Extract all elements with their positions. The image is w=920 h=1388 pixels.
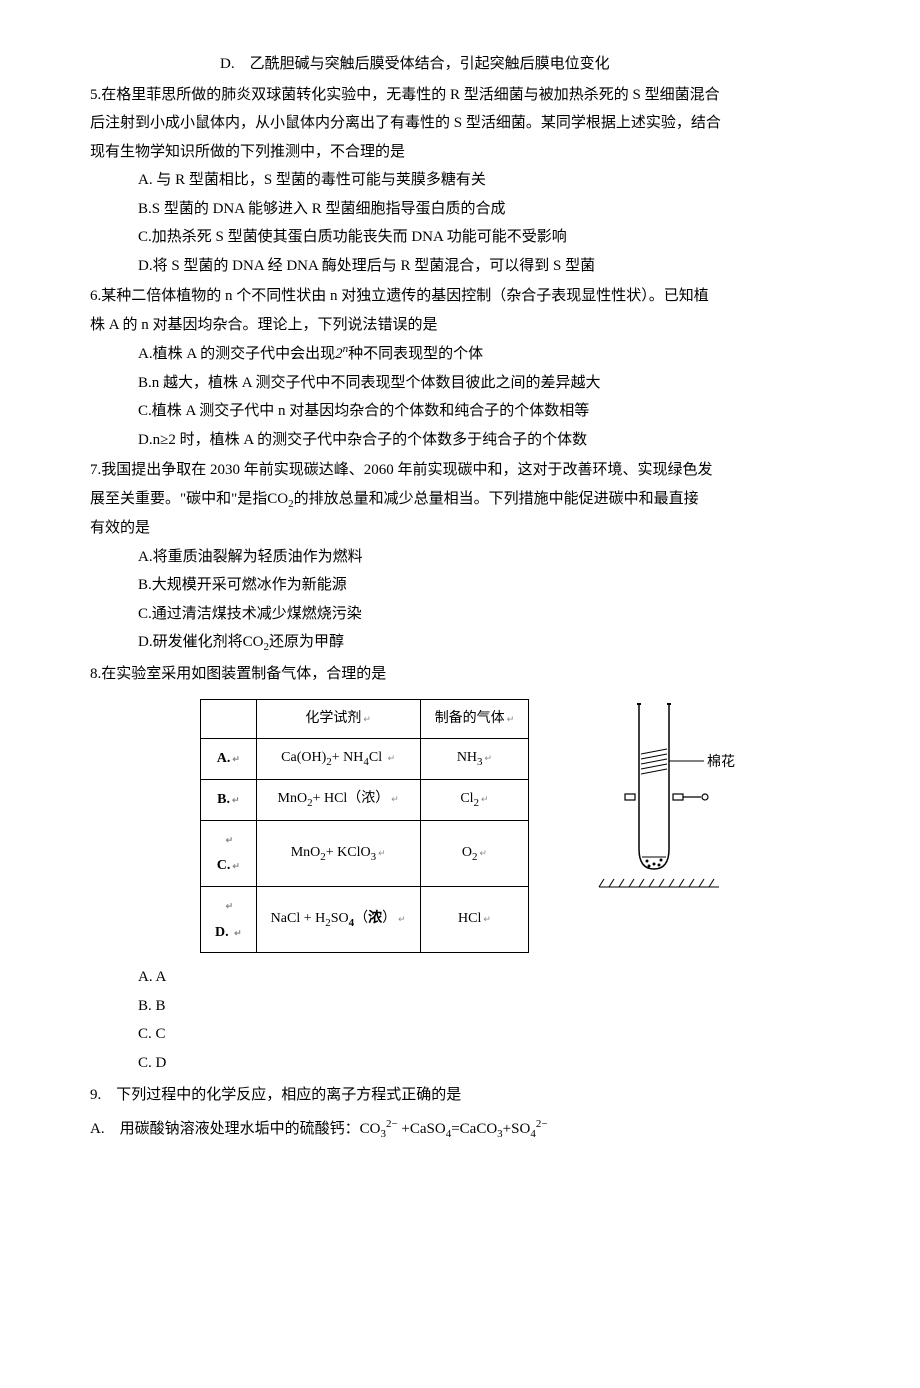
q8-option-a: A. A bbox=[90, 963, 830, 992]
q5-option-d: D.将 S 型菌的 DNA 经 DNA 酶处理后与 R 型菌混合，可以得到 S … bbox=[90, 252, 830, 281]
q7-s2-pre: 展至关重要。"碳中和"是指 bbox=[90, 491, 267, 507]
q5-stem-line3: 现有生物学知识所做的下列推测中，不合理的是 bbox=[90, 138, 830, 167]
question-8: 8.在实验室采用如图装置制备气体，合理的是 化学试剂↵ 制备的气体↵ A.↵ C… bbox=[90, 660, 830, 1077]
header-blank bbox=[201, 699, 257, 739]
cotton-label: 棉花 bbox=[707, 753, 735, 770]
table-row: A.↵ Ca(OH)2+ NH4Cl ↵ NH3↵ bbox=[201, 739, 529, 780]
q6-option-c: C.植株 A 测交子代中 n 对基因均杂合的个体数和纯合子的个体数相等 bbox=[90, 397, 830, 426]
row-label-d: ↵D. ↵ bbox=[201, 886, 257, 952]
header-gas: 制备的气体↵ bbox=[420, 699, 529, 739]
q7-d-co2: CO bbox=[243, 634, 264, 650]
q7-option-b: B.大规模开采可燃冰作为新能源 bbox=[90, 571, 830, 600]
q8-option-c: C. C bbox=[90, 1020, 830, 1049]
q5-stem-line1: 5.在格里菲思所做的肺炎双球菌转化实验中，无毒性的 R 型活细菌与被加热杀死的 … bbox=[90, 81, 830, 110]
question-6: 6.某种二倍体植物的 n 个不同性状由 n 对独立遗传的基因控制（杂合子表现显性… bbox=[90, 282, 830, 454]
q6-a-pre: A.植株 A 的测交子代中会出现 bbox=[138, 346, 335, 362]
q7-s2-co2: CO bbox=[267, 491, 288, 507]
q5-option-a: A. 与 R 型菌相比，S 型菌的毒性可能与荚膜多糖有关 bbox=[90, 166, 830, 195]
q8-table-and-figure: 化学试剂↵ 制备的气体↵ A.↵ Ca(OH)2+ NH4Cl ↵ NH3↵ B… bbox=[200, 699, 830, 953]
question-5: 5.在格里菲思所做的肺炎双球菌转化实验中，无毒性的 R 型活细菌与被加热杀死的 … bbox=[90, 81, 830, 281]
question-7: 7.我国提出争取在 2030 年前实现碳达峰、2060 年前实现碳中和，这对于改… bbox=[90, 456, 830, 658]
row-c-gas: O2↵ bbox=[420, 820, 529, 886]
table-header-row: 化学试剂↵ 制备的气体↵ bbox=[201, 699, 529, 739]
q8-option-b: B. B bbox=[90, 992, 830, 1021]
q7-option-c: C.通过清洁煤技术减少煤燃烧污染 bbox=[90, 600, 830, 629]
q6-stem-line1: 6.某种二倍体植物的 n 个不同性状由 n 对独立遗传的基因控制（杂合子表现显性… bbox=[90, 282, 830, 311]
q6-a-base: 2 bbox=[335, 346, 343, 362]
row-b-gas: Cl2↵ bbox=[420, 780, 529, 821]
q8-stem: 8.在实验室采用如图装置制备气体，合理的是 bbox=[90, 660, 830, 689]
row-label-a: A.↵ bbox=[201, 739, 257, 780]
row-d-gas: HCl↵ bbox=[420, 886, 529, 952]
row-a-gas: NH3↵ bbox=[420, 739, 529, 780]
q4-option-d: D. 乙酰胆碱与突触后膜受体结合，引起突触后膜电位变化 bbox=[90, 50, 830, 79]
q7-option-d: D.研发催化剂将CO2还原为甲醇 bbox=[90, 628, 830, 658]
q7-d-pre: D.研发催化剂将 bbox=[138, 634, 243, 650]
q9-option-a: A. 用碳酸钠溶液处理水垢中的硫酸钙：CO32− +CaSO4=CaCO3+SO… bbox=[90, 1114, 830, 1145]
table-row: B.↵ MnO2+ HCl（浓）↵ Cl2↵ bbox=[201, 780, 529, 821]
apparatus-diagram: 棉花 bbox=[589, 699, 769, 899]
q9-stem: 9. 下列过程中的化学反应，相应的离子方程式正确的是 bbox=[90, 1081, 830, 1110]
q7-stem-line1: 7.我国提出争取在 2030 年前实现碳达峰、2060 年前实现碳中和，这对于改… bbox=[90, 456, 830, 485]
q6-option-b: B.n 越大，植株 A 测交子代中不同表现型个体数目彼此之间的差异越大 bbox=[90, 369, 830, 398]
q7-option-a: A.将重质油裂解为轻质油作为燃料 bbox=[90, 543, 830, 572]
q6-stem-line2: 株 A 的 n 对基因均杂合。理论上，下列说法错误的是 bbox=[90, 311, 830, 340]
q6-option-a: A.植株 A 的测交子代中会出现2n种不同表现型的个体 bbox=[90, 339, 830, 369]
question-9: 9. 下列过程中的化学反应，相应的离子方程式正确的是 A. 用碳酸钠溶液处理水垢… bbox=[90, 1081, 830, 1144]
q7-stem-line3: 有效的是 bbox=[90, 514, 830, 543]
q5-option-b: B.S 型菌的 DNA 能够进入 R 型菌细胞指导蛋白质的合成 bbox=[90, 195, 830, 224]
row-label-b: B.↵ bbox=[201, 780, 257, 821]
q7-s2-post: 的排放总量和减少总量相当。下列措施中能促进碳中和最直接 bbox=[294, 491, 699, 507]
row-a-reagent: Ca(OH)2+ NH4Cl ↵ bbox=[256, 739, 420, 780]
q7-d-post: 还原为甲醇 bbox=[269, 634, 344, 650]
q9-a-formula: CO32− +CaSO4=CaCO3+SO42− bbox=[360, 1121, 548, 1137]
q6-option-d: D.n≥2 时，植株 A 的测交子代中杂合子的个体数多于纯合子的个体数 bbox=[90, 426, 830, 455]
table-row: ↵D. ↵ NaCl + H2SO4（浓）↵ HCl↵ bbox=[201, 886, 529, 952]
q8-reagent-table: 化学试剂↵ 制备的气体↵ A.↵ Ca(OH)2+ NH4Cl ↵ NH3↵ B… bbox=[200, 699, 529, 953]
row-b-reagent: MnO2+ HCl（浓）↵ bbox=[256, 780, 420, 821]
row-d-reagent: NaCl + H2SO4（浓）↵ bbox=[256, 886, 420, 952]
row-c-reagent: MnO2+ KClO3↵ bbox=[256, 820, 420, 886]
q5-stem-line2: 后注射到小成小鼠体内，从小鼠体内分离出了有毒性的 S 型活细菌。某同学根据上述实… bbox=[90, 109, 830, 138]
q5-option-c: C.加热杀死 S 型菌使其蛋白质功能丧失而 DNA 功能可能不受影响 bbox=[90, 223, 830, 252]
table-row: ↵C.↵ MnO2+ KClO3↵ O2↵ bbox=[201, 820, 529, 886]
q8-option-d: C. D bbox=[90, 1049, 830, 1078]
row-label-c: ↵C.↵ bbox=[201, 820, 257, 886]
header-reagent: 化学试剂↵ bbox=[256, 699, 420, 739]
q6-a-post: 种不同表现型的个体 bbox=[348, 346, 483, 362]
q9-a-pre: A. 用碳酸钠溶液处理水垢中的硫酸钙： bbox=[90, 1121, 360, 1137]
q7-stem-line2: 展至关重要。"碳中和"是指CO2的排放总量和减少总量相当。下列措施中能促进碳中和… bbox=[90, 485, 830, 515]
